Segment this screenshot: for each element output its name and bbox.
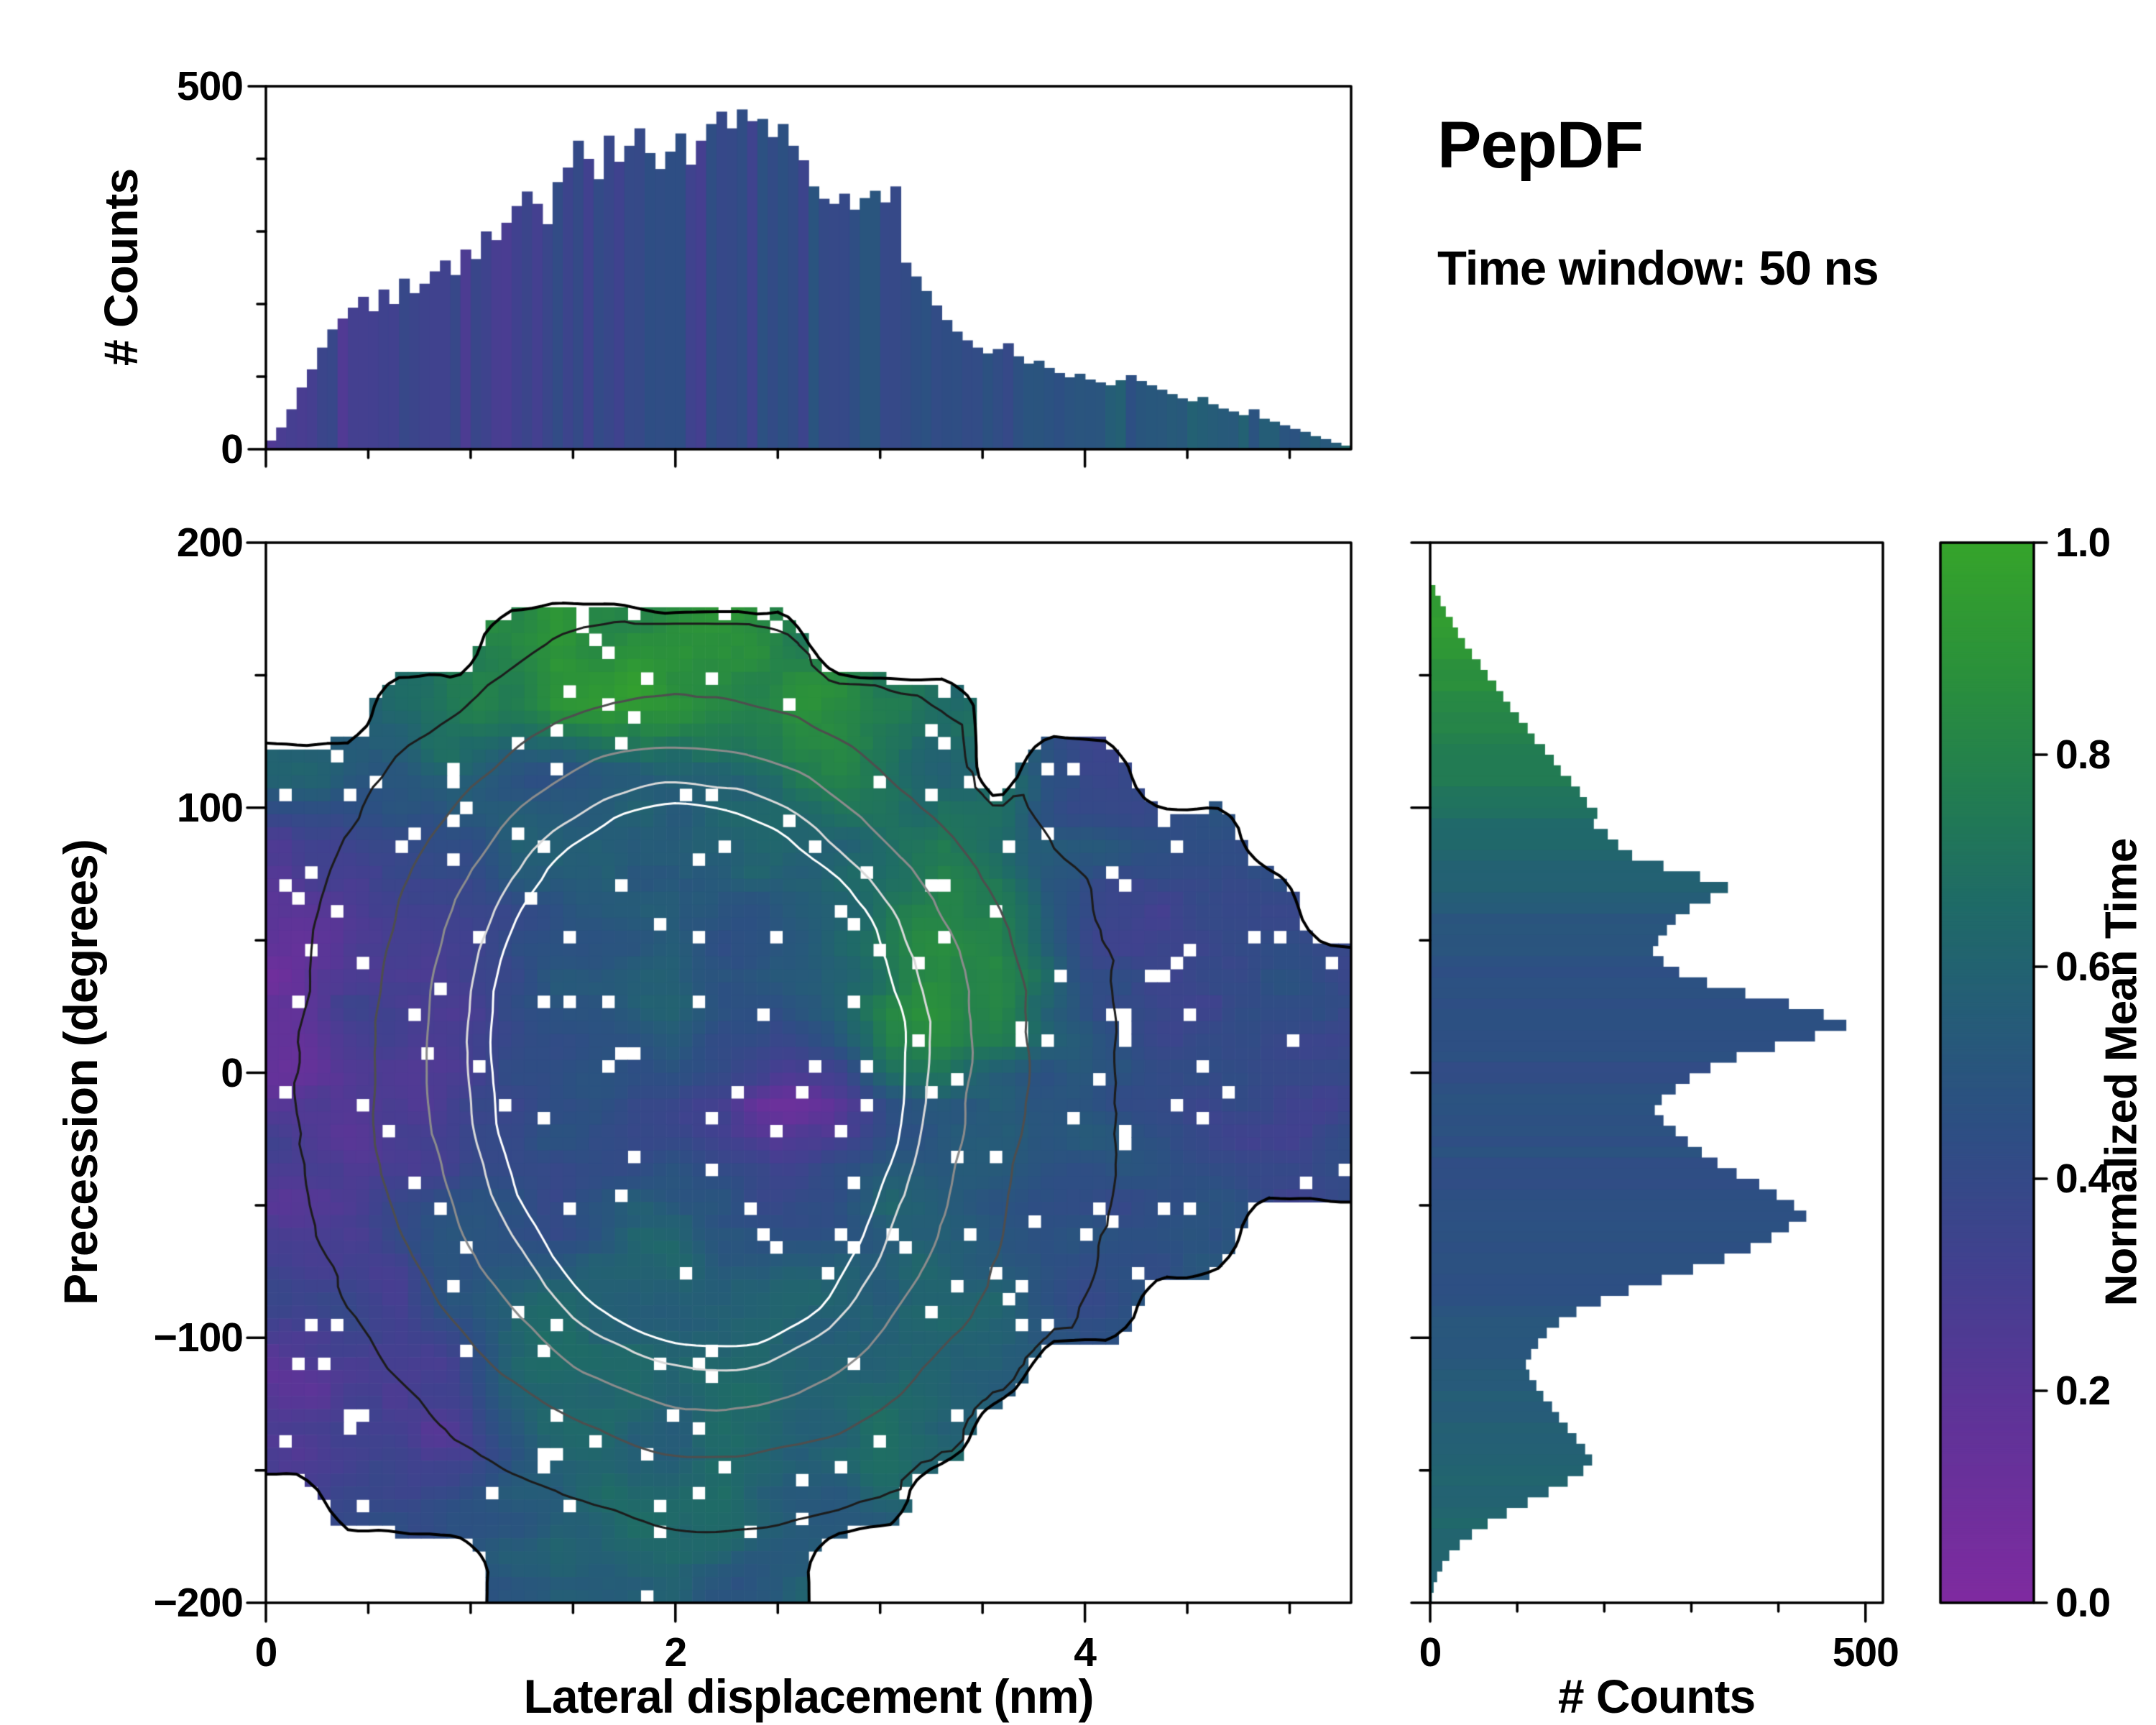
figure-canvas [0,0,2156,1725]
figure: PepDF Time window: 50 ns # Counts Preces… [0,0,2156,1725]
